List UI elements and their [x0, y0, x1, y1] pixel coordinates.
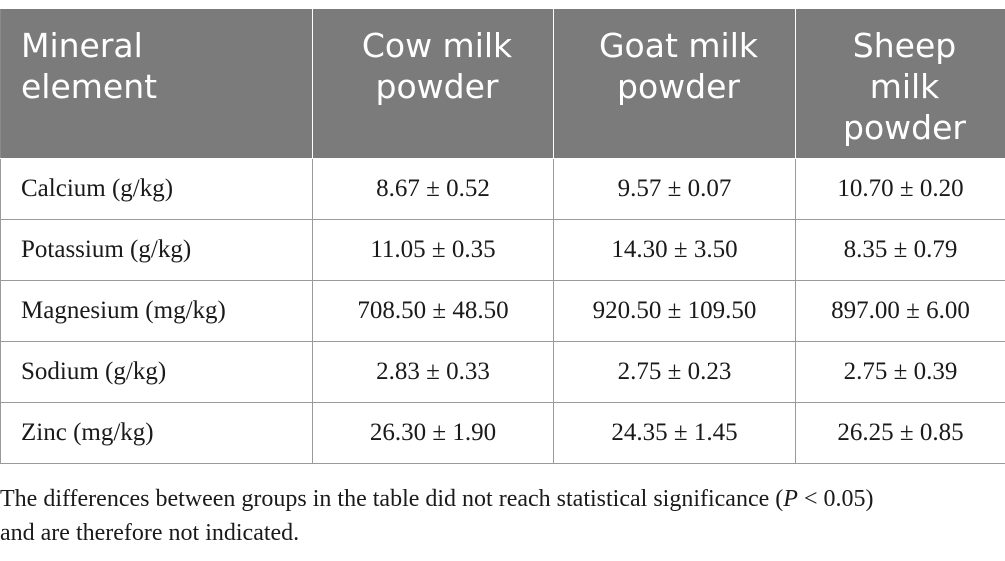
mineral-table: Mineral element Cow milk powder Goat mil… — [0, 8, 1005, 464]
cell-goat: 14.30 ± 3.50 — [553, 219, 796, 281]
cell-sheep: 8.35 ± 0.79 — [795, 219, 1005, 281]
header-goat-milk-powder: Goat milk powder — [553, 8, 796, 159]
header-line: milk — [869, 67, 940, 106]
cell-cow: 11.05 ± 0.35 — [312, 219, 554, 281]
cell-goat: 2.75 ± 0.23 — [553, 341, 796, 403]
footnote-line-1: The differences between groups in the ta… — [0, 482, 1005, 516]
cell-sheep: 897.00 ± 6.00 — [795, 280, 1005, 342]
header-line: Cow milk — [361, 26, 513, 65]
mineral-table-container: Mineral element Cow milk powder Goat mil… — [0, 8, 1005, 464]
cell-sheep: 10.70 ± 0.20 — [795, 158, 1005, 220]
cell-goat: 920.50 ± 109.50 — [553, 280, 796, 342]
footnote-text: < 0.05) — [797, 486, 874, 512]
table-header: Mineral element Cow milk powder Goat mil… — [0, 8, 1005, 159]
header-line: Goat milk — [598, 26, 758, 65]
cell-cow: 2.83 ± 0.33 — [312, 341, 554, 403]
header-line: element — [21, 67, 158, 106]
table-row: Magnesium (mg/kg) 708.50 ± 48.50 920.50 … — [0, 280, 1005, 342]
header-line: Mineral — [21, 26, 143, 65]
cell-mineral: Calcium (g/kg) — [0, 158, 313, 220]
cell-mineral: Zinc (mg/kg) — [0, 402, 313, 464]
table-footnote: The differences between groups in the ta… — [0, 482, 1005, 550]
cell-goat: 9.57 ± 0.07 — [553, 158, 796, 220]
header-line: powder — [843, 108, 966, 147]
cell-cow: 708.50 ± 48.50 — [312, 280, 554, 342]
header-sheep-milk-powder: Sheep milk powder — [795, 8, 1005, 159]
cell-cow: 8.67 ± 0.52 — [312, 158, 554, 220]
table-row: Zinc (mg/kg) 26.30 ± 1.90 24.35 ± 1.45 2… — [0, 402, 1005, 464]
cell-mineral: Sodium (g/kg) — [0, 341, 313, 403]
table-body: Calcium (g/kg) 8.67 ± 0.52 9.57 ± 0.07 1… — [0, 158, 1005, 464]
footnote-p-symbol: P — [783, 486, 798, 512]
footnote-line-2: and are therefore not indicated. — [0, 520, 300, 546]
cell-cow: 26.30 ± 1.90 — [312, 402, 554, 464]
table-row: Sodium (g/kg) 2.83 ± 0.33 2.75 ± 0.23 2.… — [0, 341, 1005, 403]
header-line: powder — [375, 67, 499, 106]
cell-sheep: 2.75 ± 0.39 — [795, 341, 1005, 403]
cell-mineral: Potassium (g/kg) — [0, 219, 313, 281]
footnote-text: The differences between groups in the ta… — [0, 486, 784, 512]
cell-goat: 24.35 ± 1.45 — [553, 402, 796, 464]
header-line: powder — [617, 67, 740, 106]
cell-mineral: Magnesium (mg/kg) — [0, 280, 313, 342]
header-cow-milk-powder: Cow milk powder — [312, 8, 554, 159]
header-line: Sheep — [852, 26, 957, 65]
table-row: Calcium (g/kg) 8.67 ± 0.52 9.57 ± 0.07 1… — [0, 158, 1005, 220]
cell-sheep: 26.25 ± 0.85 — [795, 402, 1005, 464]
table-row: Potassium (g/kg) 11.05 ± 0.35 14.30 ± 3.… — [0, 219, 1005, 281]
header-row: Mineral element Cow milk powder Goat mil… — [0, 8, 1005, 159]
header-mineral-element: Mineral element — [0, 8, 313, 159]
